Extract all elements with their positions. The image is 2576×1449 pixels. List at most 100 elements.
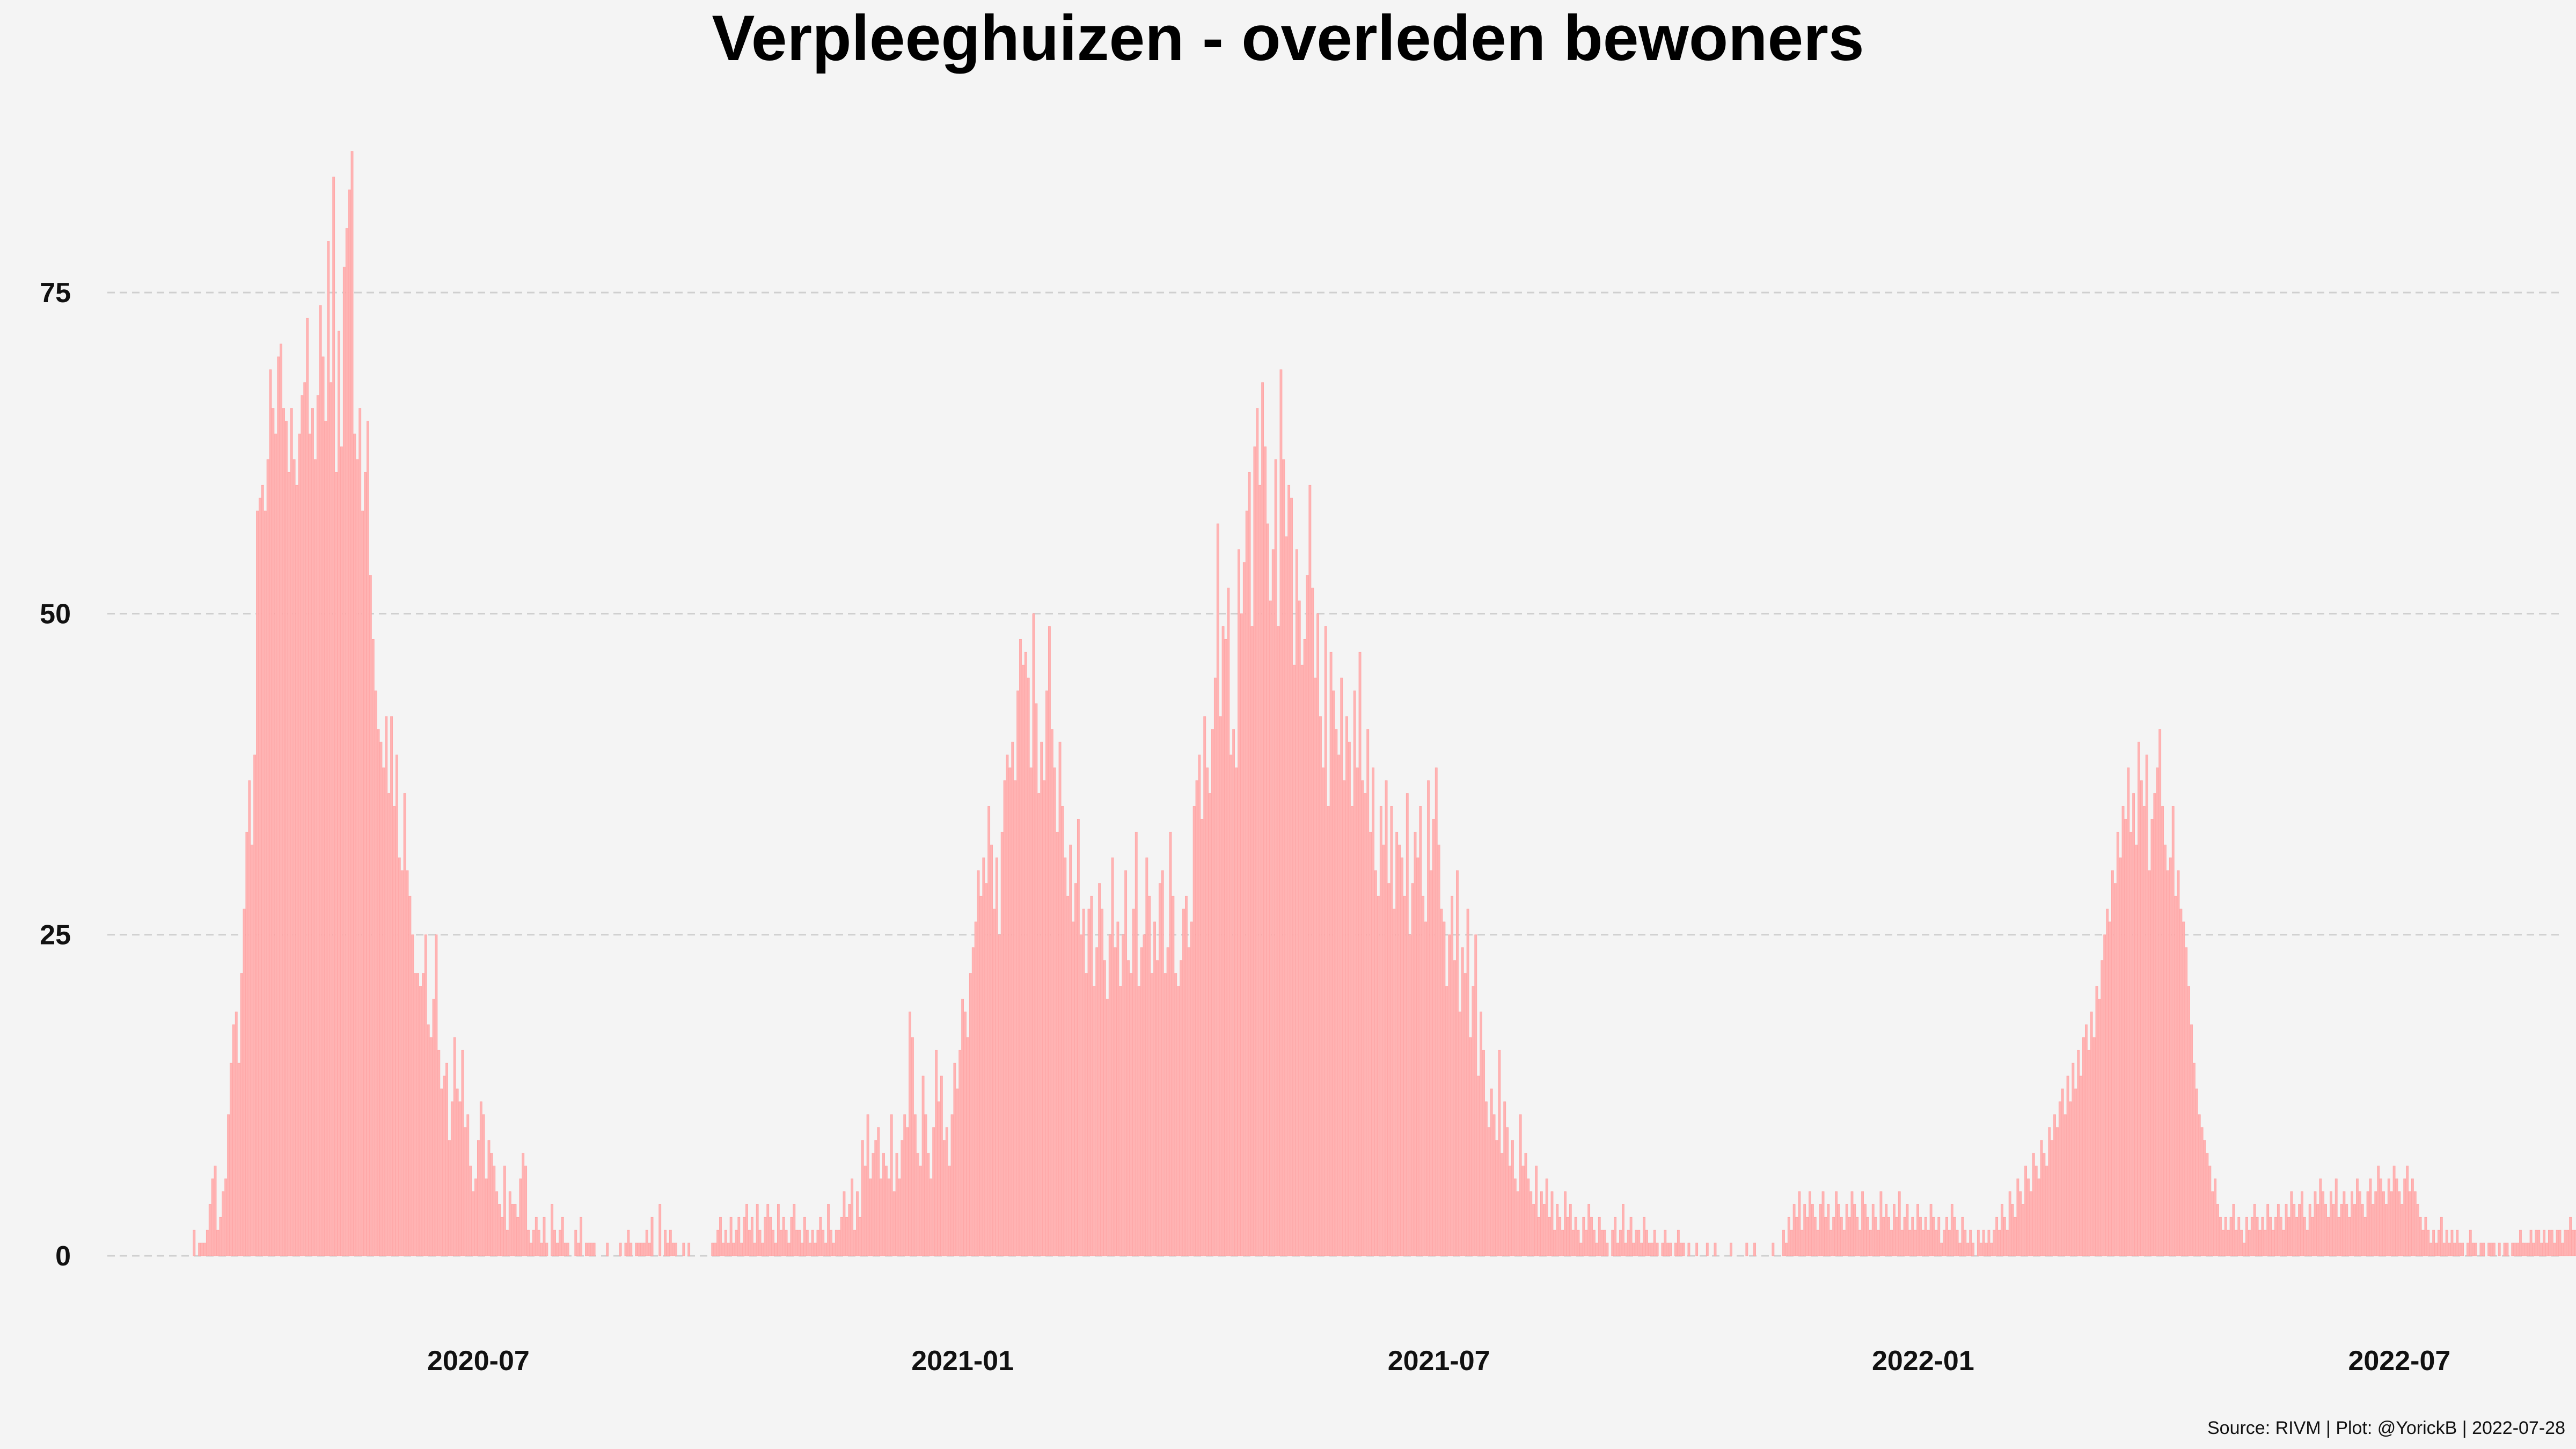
bar	[806, 1230, 809, 1256]
bar	[1985, 1242, 1988, 1256]
bar	[2248, 1230, 2251, 1256]
bar	[971, 947, 975, 1256]
bar	[1419, 806, 1422, 1256]
bar	[403, 793, 406, 1256]
bar	[345, 228, 348, 1256]
bar	[719, 1217, 722, 1256]
bar	[630, 1242, 633, 1256]
bar	[1192, 806, 1196, 1256]
bar	[2084, 1024, 2088, 1256]
bar	[1253, 447, 1256, 1256]
bar	[1180, 960, 1182, 1256]
bar	[772, 1230, 774, 1256]
bar	[1966, 1242, 1970, 1256]
bar	[843, 1191, 846, 1256]
bar	[566, 1242, 569, 1256]
bar	[1979, 1242, 1982, 1256]
bar	[2351, 1191, 2354, 1256]
bar	[1451, 896, 1454, 1256]
bar	[2295, 1217, 2299, 1256]
bar	[2279, 1217, 2282, 1256]
bar	[1545, 1179, 1548, 1256]
bar	[1169, 831, 1172, 1256]
bar	[1842, 1230, 1846, 1256]
bar	[1577, 1230, 1580, 1256]
bar	[1311, 588, 1314, 1256]
bar	[1145, 857, 1148, 1256]
bar	[2177, 870, 2180, 1256]
bar	[935, 1050, 938, 1256]
bar	[1598, 1217, 1601, 1256]
bar	[2308, 1204, 2311, 1256]
bar	[1095, 947, 1099, 1256]
bar	[1345, 716, 1348, 1256]
bar	[1248, 472, 1251, 1256]
bar	[1874, 1217, 1877, 1256]
bar	[1664, 1230, 1667, 1256]
bar	[750, 1217, 753, 1256]
bar	[2506, 1242, 2509, 1256]
bar	[724, 1230, 727, 1256]
bar	[2356, 1179, 2359, 1256]
bar	[1945, 1217, 1948, 1256]
bar	[2332, 1204, 2335, 1256]
bar	[2072, 1063, 2075, 1256]
bar	[977, 870, 980, 1256]
bar	[1401, 857, 1403, 1256]
bar	[1056, 831, 1059, 1256]
bar	[995, 857, 998, 1256]
bar	[2479, 1242, 2483, 1256]
bar	[664, 1230, 667, 1256]
bar	[2558, 1230, 2562, 1256]
bar	[2395, 1179, 2398, 1256]
bar	[2487, 1242, 2490, 1256]
bar	[1838, 1204, 1840, 1256]
bar	[1943, 1230, 1945, 1256]
bar	[2237, 1217, 2241, 1256]
bar	[1458, 1012, 1461, 1256]
bar	[753, 1242, 756, 1256]
bar	[2106, 909, 2109, 1256]
bar	[787, 1242, 791, 1256]
bar	[2382, 1191, 2385, 1256]
bar	[1261, 382, 1264, 1256]
bar	[2316, 1204, 2319, 1256]
bar	[377, 729, 380, 1256]
bar	[1035, 703, 1038, 1256]
bar	[1085, 973, 1088, 1256]
bar	[919, 1166, 922, 1256]
bar	[1040, 742, 1043, 1256]
bar	[1082, 909, 1085, 1256]
bar	[1829, 1230, 1833, 1256]
bar	[1495, 1140, 1498, 1256]
bar	[1490, 1088, 1493, 1256]
bar	[1472, 986, 1475, 1256]
bar	[1337, 755, 1341, 1256]
bar	[964, 1012, 967, 1256]
bar	[356, 459, 359, 1256]
bar	[2006, 1230, 2009, 1256]
bar	[2043, 1153, 2046, 1256]
bar	[1435, 767, 1438, 1256]
bar	[737, 1217, 741, 1256]
bar	[2432, 1230, 2435, 1256]
bar	[2095, 986, 2098, 1256]
bar	[1285, 536, 1288, 1256]
bar	[2482, 1242, 2485, 1256]
bar	[1219, 716, 1222, 1256]
bar	[1640, 1242, 1643, 1256]
bar	[1385, 780, 1388, 1256]
bar	[1356, 767, 1359, 1256]
bar	[2214, 1179, 2217, 1256]
bar	[682, 1242, 685, 1256]
bar	[524, 1166, 528, 1256]
bar	[511, 1204, 514, 1256]
bar	[1211, 729, 1214, 1256]
bar	[1682, 1242, 1685, 1256]
bar	[2182, 921, 2185, 1256]
bar	[253, 755, 256, 1256]
bar	[1190, 921, 1193, 1256]
bar	[274, 434, 277, 1256]
bar	[798, 1230, 801, 1256]
